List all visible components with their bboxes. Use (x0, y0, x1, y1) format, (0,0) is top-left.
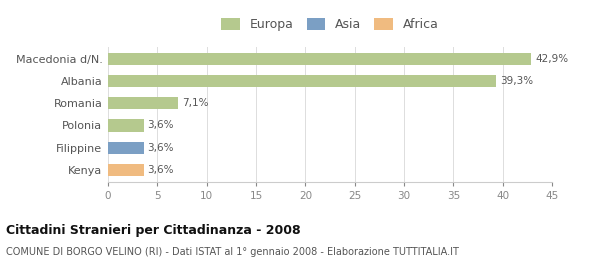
Bar (108, 141, 143, 154)
Text: 3,6%: 3,6% (148, 165, 174, 175)
Text: 7,1%: 7,1% (182, 98, 209, 108)
Bar (108, 97, 178, 109)
Text: 42,9%: 42,9% (535, 54, 568, 64)
Bar (108, 75, 496, 87)
Bar (108, 164, 143, 176)
Text: 3,6%: 3,6% (148, 120, 174, 131)
Text: Cittadini Stranieri per Cittadinanza - 2008: Cittadini Stranieri per Cittadinanza - 2… (6, 224, 301, 237)
Bar (108, 119, 143, 132)
Text: COMUNE DI BORGO VELINO (RI) - Dati ISTAT al 1° gennaio 2008 - Elaborazione TUTTI: COMUNE DI BORGO VELINO (RI) - Dati ISTAT… (6, 247, 459, 257)
Bar (108, 53, 531, 65)
Text: 3,6%: 3,6% (148, 143, 174, 153)
Legend: Europa, Asia, Africa: Europa, Asia, Africa (219, 15, 441, 34)
Text: 39,3%: 39,3% (500, 76, 533, 86)
